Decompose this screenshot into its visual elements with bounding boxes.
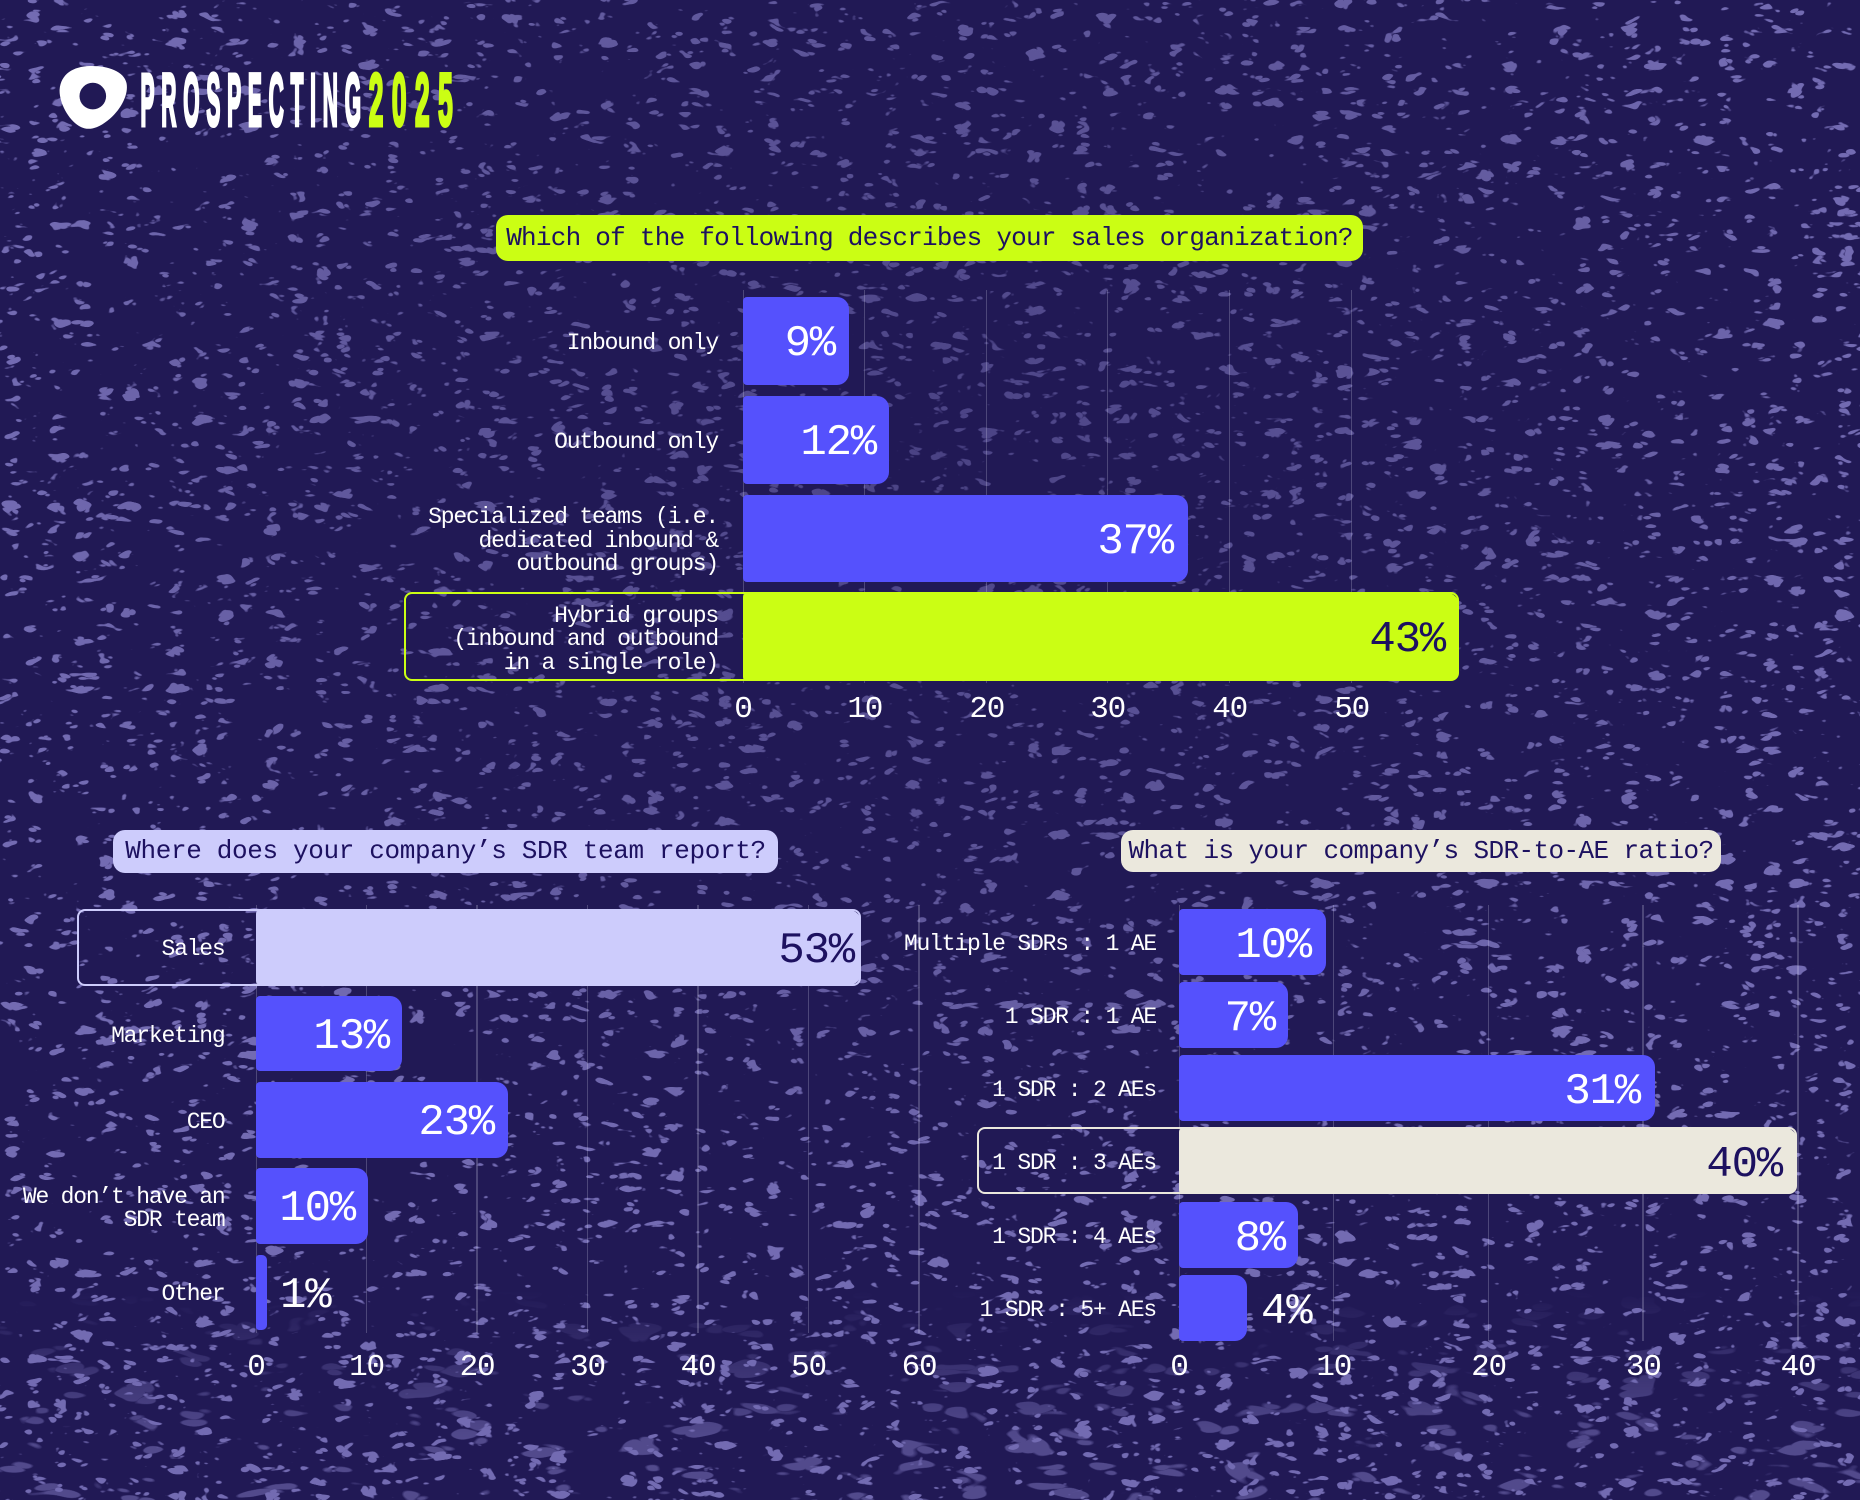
svg-text:2025: 2025 [369, 59, 462, 142]
svg-text:PROSPECTING: PROSPECTING [141, 59, 368, 142]
